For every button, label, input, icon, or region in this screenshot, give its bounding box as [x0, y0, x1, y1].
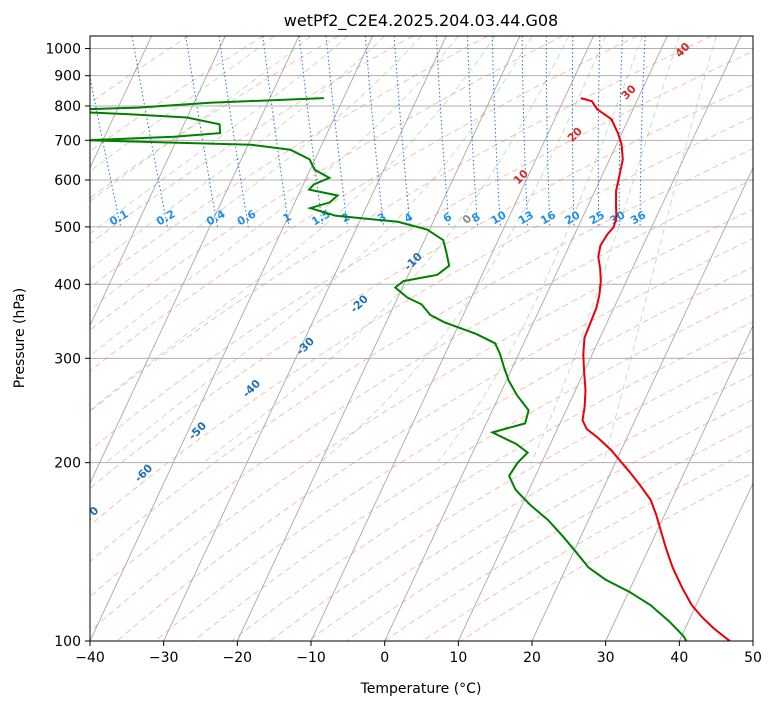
moist-adiabat [90, 36, 275, 172]
dry-adiabat [90, 36, 712, 412]
dry-adiabat [90, 84, 753, 489]
dry-adiabat [90, 178, 753, 598]
moist-adiabat [90, 36, 496, 411]
y-tick-label: 400 [54, 277, 81, 293]
mixing-ratio-line [131, 36, 168, 227]
moist-adiabat [530, 36, 680, 463]
isotherm-line [236, 36, 521, 641]
y-tick-label: 500 [54, 220, 81, 236]
y-axis: 100 200 300 400 500 600 700 800 900 1000 [45, 42, 90, 650]
mixing-ratio-line [262, 36, 290, 227]
dry-adiabat [155, 266, 753, 641]
x-tick-label: −20 [223, 650, 253, 666]
x-tick-label: −10 [296, 650, 326, 666]
x-axis-title: Temperature (°C) [360, 681, 482, 697]
y-tick-label: 200 [54, 456, 81, 472]
dry-adiabat [90, 208, 753, 632]
dry-adiabat [117, 238, 753, 641]
dry-adiabat [307, 373, 753, 641]
y-tick-label: 1000 [45, 42, 81, 58]
moist-adiabat [320, 36, 607, 464]
x-tick-label: 50 [744, 650, 762, 666]
dry-adiabat [90, 148, 753, 563]
y-axis-title: Pressure (hPa) [12, 288, 28, 388]
dry-adiabat [90, 116, 753, 526]
dewpoint-profile-line [90, 97, 688, 641]
x-tick-label: 10 [449, 650, 467, 666]
temperature-profile-line [580, 97, 731, 641]
mixing-ratio-line [90, 75, 122, 228]
y-tick-label: 100 [54, 634, 81, 650]
moist-adiabat [90, 36, 312, 202]
moist-adiabat [90, 36, 386, 270]
y-tick-label: 800 [54, 99, 81, 115]
isotherm-line [605, 324, 753, 641]
isotherm-line [90, 36, 373, 641]
y-tick-label: 900 [54, 69, 81, 85]
isotherm-line [90, 36, 152, 169]
y-tick-label: 700 [54, 133, 81, 149]
dry-adiabat [90, 50, 753, 451]
isotherm-label: -70 [78, 504, 101, 527]
moist-adiabat [105, 36, 533, 464]
mixing-ratio-line [298, 36, 324, 227]
isotherm-line [90, 36, 300, 485]
dry-adiabat [90, 36, 563, 331]
isotherm-line [163, 36, 447, 641]
profile-series [90, 97, 731, 641]
isotherm-line [678, 482, 753, 641]
mixing-ratio-line [185, 36, 218, 227]
mixing-ratio-line [218, 36, 249, 227]
plot-frame [89, 35, 754, 642]
dry-adiabat [231, 321, 753, 641]
x-tick-label: −40 [75, 650, 105, 666]
y-tick-label: 300 [54, 351, 81, 367]
moist-adiabat [203, 36, 570, 464]
x-tick-label: 0 [380, 650, 389, 666]
x-tick-label: 40 [670, 650, 688, 666]
isotherm-line [531, 166, 753, 641]
x-tick-label: −30 [149, 650, 179, 666]
x-tick-label: 20 [523, 650, 541, 666]
x-tick-label: 30 [597, 650, 615, 666]
dry-adiabat [90, 36, 264, 152]
moist-adiabat [90, 36, 422, 311]
mixing-ratio-line [325, 36, 348, 227]
chart-title: wetPf2_C2E4.2025.204.03.44.G08 [284, 11, 558, 31]
dry-adiabat [193, 294, 753, 641]
isotherm-line [457, 36, 742, 641]
y-tick-label: 600 [54, 173, 81, 189]
moist-adiabat [436, 36, 643, 463]
x-axis: −40 −30 −20 −10 0 10 20 30 40 50 [75, 641, 762, 666]
dry-adiabat [269, 347, 753, 641]
